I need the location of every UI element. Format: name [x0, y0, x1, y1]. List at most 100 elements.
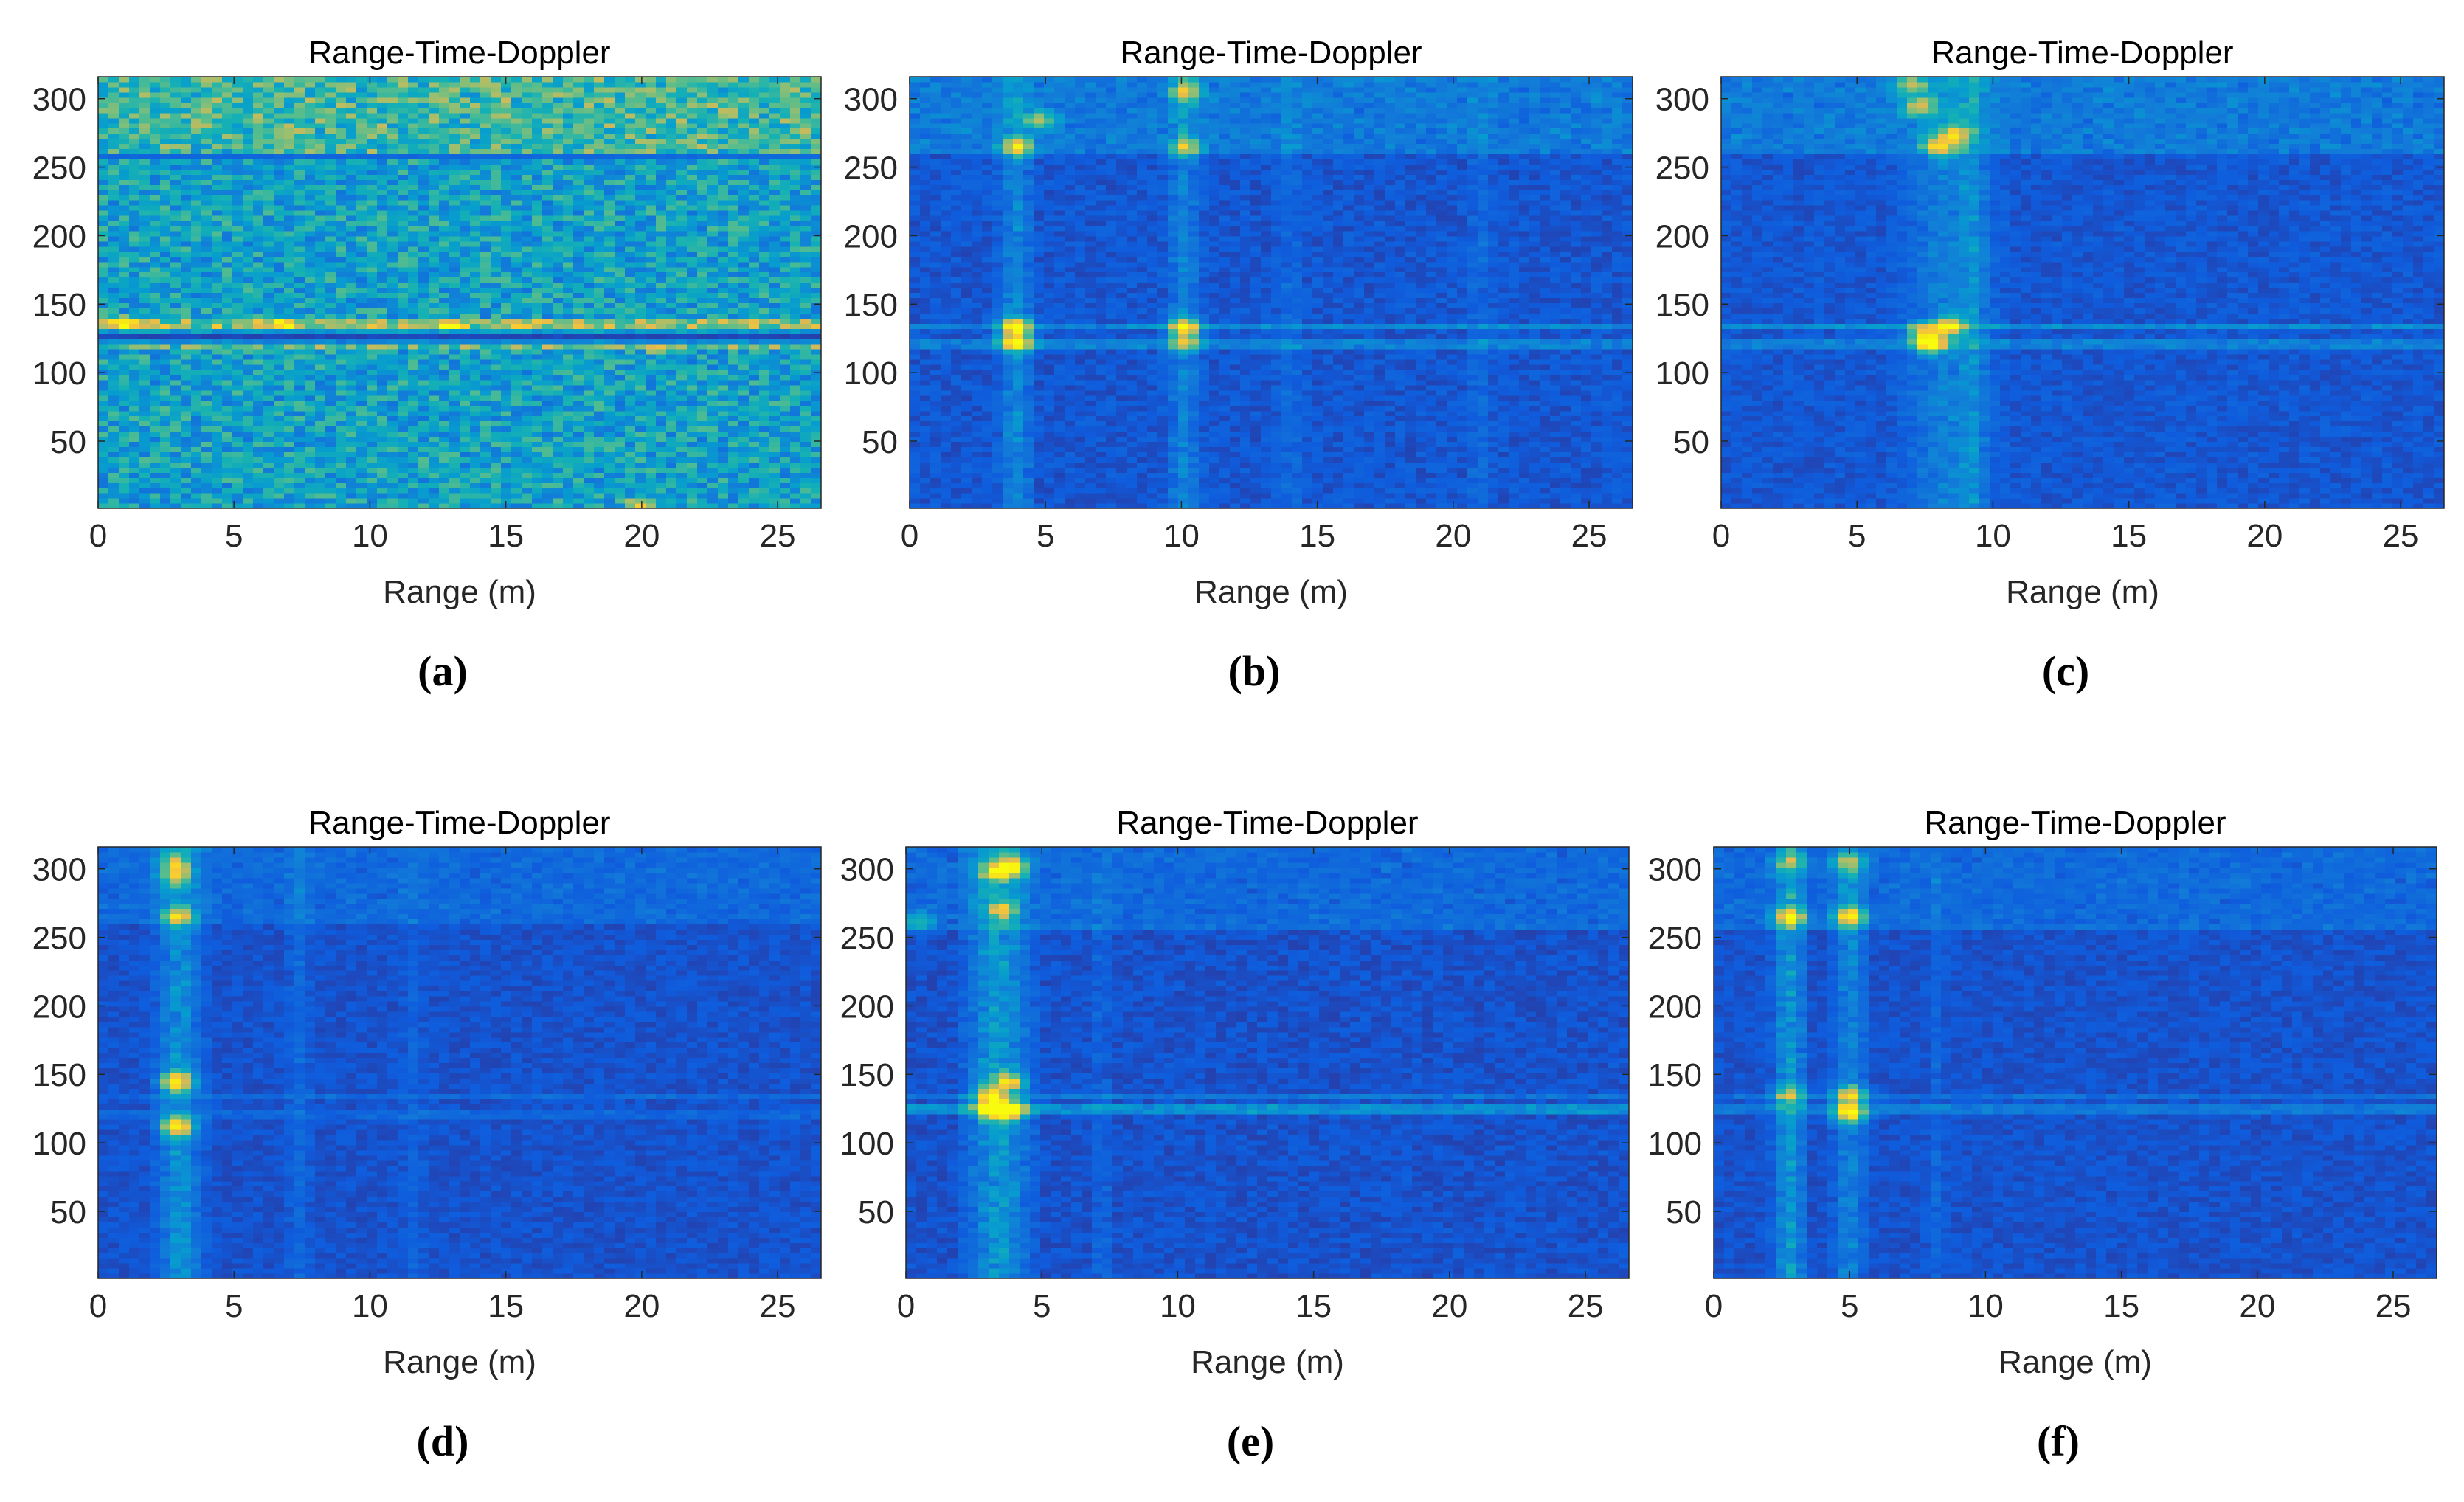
x-tick-label: 20 [2239, 1288, 2275, 1324]
x-tick-label: 20 [623, 518, 660, 554]
figure: Range-Time-Doppler0 5 10 15 20 25501001502002… [0, 0, 2464, 1502]
heatmap [1714, 847, 2437, 1279]
chart-title: Range-Time-Doppler [1931, 35, 2233, 71]
y-tick-label: 50 [50, 424, 86, 460]
y-tick-label: 50 [1673, 424, 1709, 460]
panel-label: (f) [2037, 1417, 2080, 1465]
x-tick-label: 25 [2383, 518, 2419, 554]
heatmap [98, 847, 822, 1279]
x-tick-label: 15 [488, 518, 524, 554]
y-tick-label: 50 [50, 1194, 86, 1231]
panel-4: Range-Time-Doppler 0 5 10 15 20 25 50 100 150 200 2… [32, 805, 822, 1465]
x-axis-label: Range (m) [2006, 574, 2159, 610]
y-tick-label: 200 [844, 218, 898, 255]
y-tick-label: 200 [1648, 989, 1702, 1025]
panel-label: (d) [417, 1417, 469, 1465]
y-tick-label: 250 [1655, 150, 1709, 186]
y-tick-label: 200 [32, 218, 86, 255]
x-tick-label: 5 [225, 1288, 243, 1324]
y-tick-label: 100 [844, 356, 898, 392]
panel-label: (a) [418, 647, 468, 695]
x-axis-label: Range (m) [383, 1344, 536, 1380]
x-tick-label: 5 [1037, 518, 1054, 554]
y-tick-label: 250 [32, 920, 86, 956]
x-axis-label: Range (m) [1191, 1344, 1344, 1380]
x-tick-label: 15 [1295, 1288, 1332, 1324]
heatmap [98, 77, 822, 509]
y-tick-label: 150 [32, 1057, 86, 1093]
heatmap [906, 847, 1630, 1279]
x-tick-label: 25 [760, 518, 796, 554]
x-tick-label: 20 [1431, 1288, 1467, 1324]
panel-label: (e) [1227, 1417, 1274, 1465]
x-tick-label: 0 [897, 1288, 915, 1324]
y-tick-label: 300 [840, 852, 894, 888]
y-tick-label: 300 [32, 82, 86, 118]
x-tick-label: 0 [1712, 518, 1730, 554]
y-tick-label: 250 [840, 920, 894, 956]
chart-title: Range-Time-Doppler [1924, 805, 2226, 841]
y-tick-label: 300 [844, 82, 898, 118]
y-tick-label: 200 [32, 989, 86, 1025]
x-tick-label: 0 [901, 518, 918, 554]
chart-title: Range-Time-Doppler [1116, 805, 1418, 841]
panel-3: Range-Time-Doppler 0 5 10 15 20 25 50 100 150 200 2… [1655, 35, 2445, 695]
y-tick-label: 50 [862, 424, 898, 460]
x-tick-label: 10 [1975, 518, 2011, 554]
y-tick-label: 300 [32, 852, 86, 888]
y-tick-label: 100 [32, 356, 86, 392]
x-tick-label: 0 [89, 1288, 107, 1324]
y-tick-label: 50 [1666, 1194, 1702, 1231]
y-tick-label: 300 [1648, 852, 1702, 888]
x-tick-label: 0 [1705, 1288, 1723, 1324]
x-axis-label: Range (m) [1194, 574, 1348, 610]
x-tick-label: 5 [1848, 518, 1866, 554]
x-tick-label: 20 [623, 1288, 660, 1324]
y-tick-label: 150 [840, 1057, 894, 1093]
x-tick-label: 10 [1968, 1288, 2004, 1324]
x-tick-label: 25 [760, 1288, 796, 1324]
heatmap [1721, 77, 2445, 509]
x-tick-label: 20 [2246, 518, 2283, 554]
y-tick-label: 200 [1655, 218, 1709, 255]
x-tick-label: 0 [89, 518, 107, 554]
y-tick-label: 250 [844, 150, 898, 186]
heatmap [910, 77, 1633, 509]
x-axis-label: Range (m) [383, 574, 536, 610]
y-tick-label: 100 [1655, 356, 1709, 392]
x-tick-label: 20 [1435, 518, 1471, 554]
y-tick-label: 100 [840, 1126, 894, 1162]
y-tick-label: 250 [1648, 920, 1702, 956]
y-tick-label: 150 [1648, 1057, 1702, 1093]
x-tick-label: 10 [352, 518, 388, 554]
x-tick-label: 5 [1841, 1288, 1858, 1324]
x-tick-label: 15 [1299, 518, 1335, 554]
x-tick-label: 10 [352, 1288, 388, 1324]
y-tick-label: 150 [32, 287, 86, 323]
panel-5: Range-Time-Doppler 0 5 10 15 20 25 50 100 150 200 2… [840, 805, 1630, 1465]
x-axis-label: Range (m) [1998, 1344, 2152, 1380]
x-tick-label: 15 [2111, 518, 2147, 554]
x-tick-label: 25 [1568, 1288, 1604, 1324]
y-tick-label: 300 [1655, 82, 1709, 118]
panel-label: (c) [2042, 647, 2089, 695]
x-tick-label: 10 [1163, 518, 1200, 554]
panel-2: Range-Time-Doppler 0 5 10 15 20 25 50 100 150 200 2… [844, 35, 1633, 695]
y-tick-label: 150 [844, 287, 898, 323]
y-tick-label: 50 [858, 1194, 894, 1231]
x-tick-label: 25 [2375, 1288, 2412, 1324]
x-tick-label: 5 [1033, 1288, 1051, 1324]
y-tick-label: 250 [32, 150, 86, 186]
x-tick-label: 10 [1160, 1288, 1196, 1324]
panel-label: (b) [1228, 647, 1281, 695]
x-tick-label: 25 [1571, 518, 1608, 554]
chart-title: Range-Time-Doppler [308, 35, 610, 71]
y-tick-label: 150 [1655, 287, 1709, 323]
y-tick-label: 200 [840, 989, 894, 1025]
chart-title: Range-Time-Doppler [308, 805, 610, 841]
y-tick-label: 100 [32, 1126, 86, 1162]
chart-title: Range-Time-Doppler [1120, 35, 1422, 71]
x-tick-label: 15 [488, 1288, 524, 1324]
